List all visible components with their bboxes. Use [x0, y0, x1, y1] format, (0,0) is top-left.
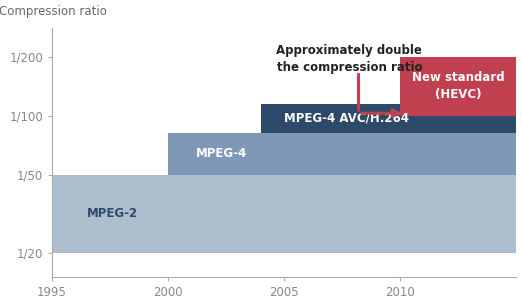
- Text: MPEG-4 AVC/H.264: MPEG-4 AVC/H.264: [284, 112, 409, 125]
- Bar: [400, 57, 516, 116]
- Bar: [261, 104, 516, 133]
- Text: New standard
(HEVC): New standard (HEVC): [412, 71, 505, 101]
- Text: MPEG-4: MPEG-4: [196, 147, 247, 160]
- Text: Compression ratio: Compression ratio: [0, 5, 106, 18]
- Text: MPEG-2: MPEG-2: [87, 207, 138, 220]
- Bar: [52, 175, 516, 253]
- Text: Approximately double
the compression ratio: Approximately double the compression rat…: [276, 44, 422, 74]
- Bar: [168, 133, 516, 175]
